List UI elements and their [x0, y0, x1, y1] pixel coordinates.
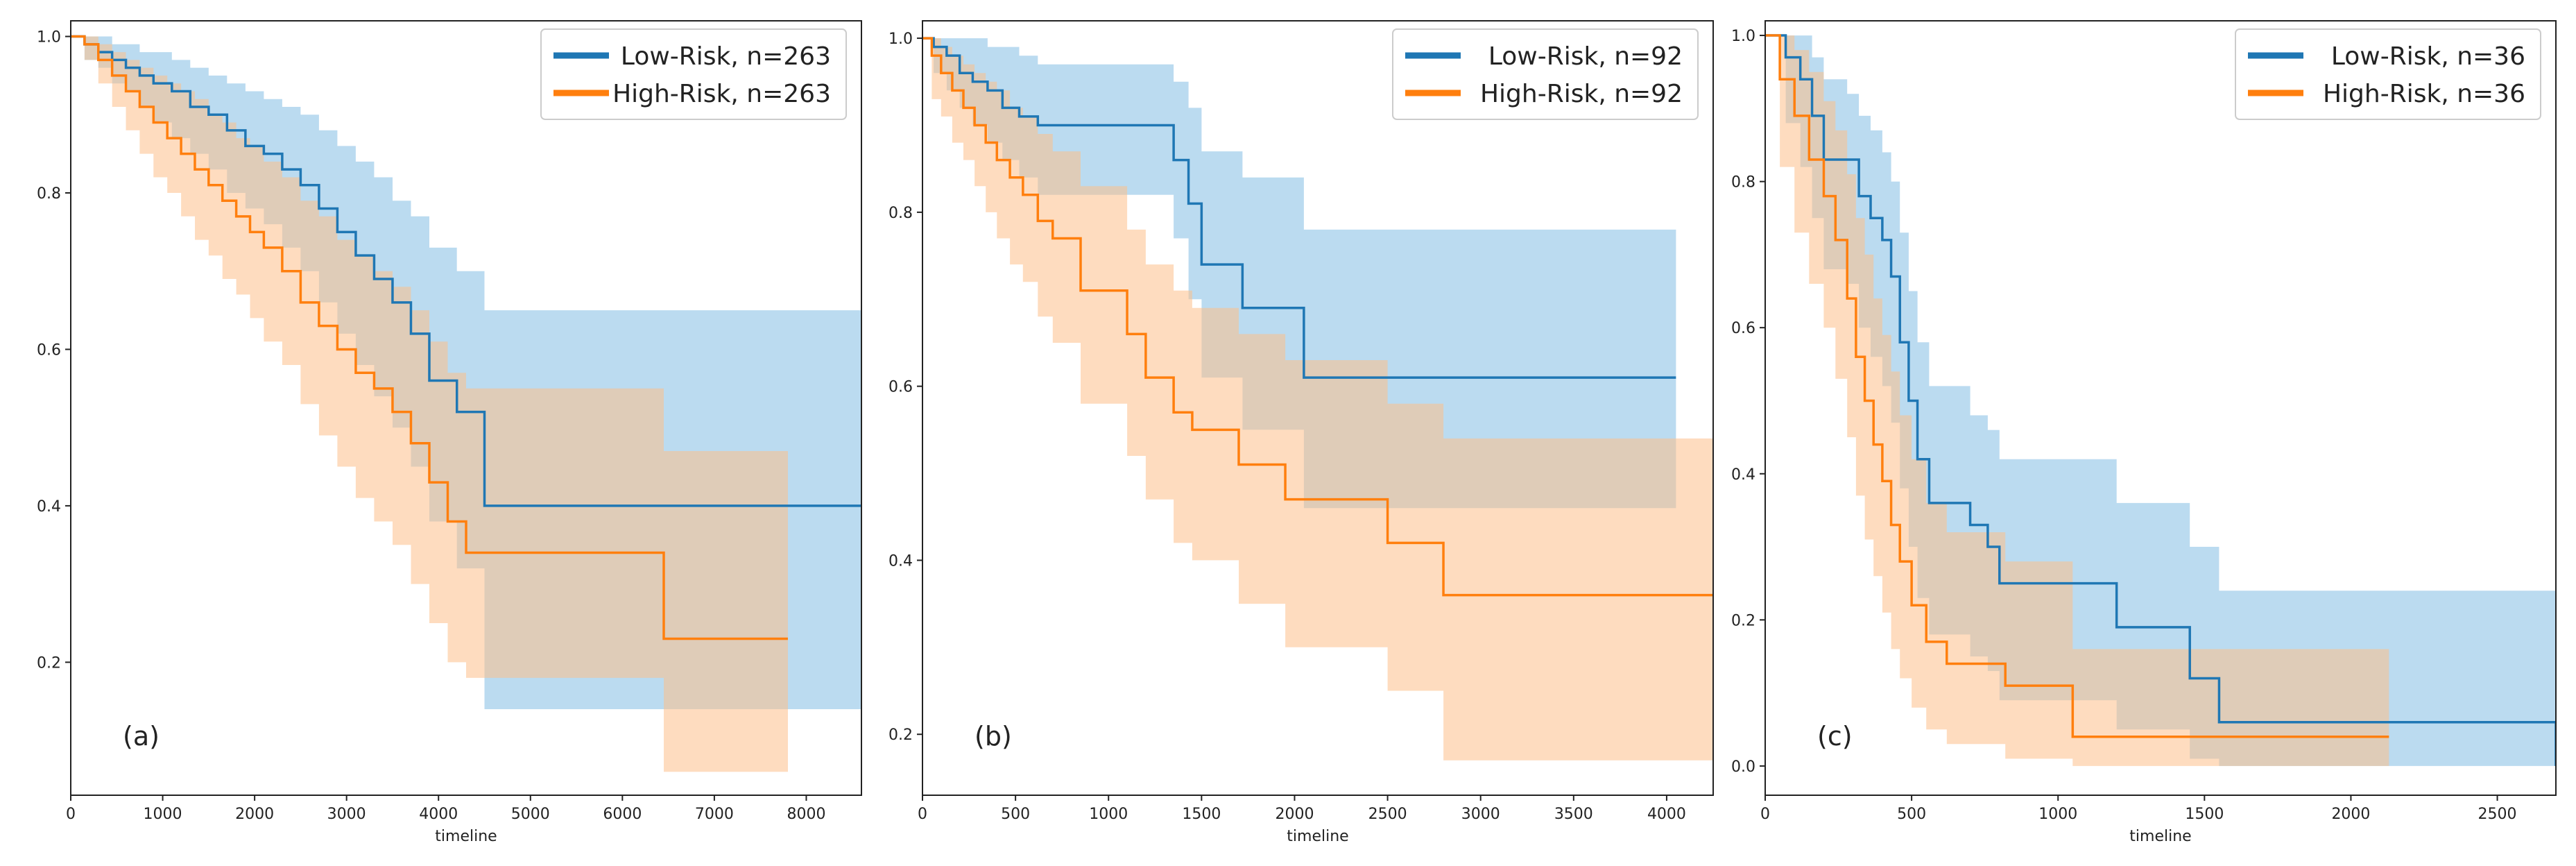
x-axis-label: timeline [1287, 828, 1348, 845]
x-tick-label: 2000 [1275, 806, 1314, 823]
high-risk-confidence-band [1765, 35, 2389, 766]
x-tick-label: 5000 [511, 806, 550, 823]
legend: Low-Risk, n=36 High-Risk, n=36 [2235, 28, 2541, 120]
y-tick-label: 0.4 [888, 552, 913, 570]
y-tick-label: 1.0 [37, 29, 61, 46]
x-tick-label: 6000 [603, 806, 642, 823]
x-axis-label: timeline [2129, 828, 2191, 845]
legend: Low-Risk, n=92 High-Risk, n=92 [1392, 28, 1699, 120]
y-tick-label: 0.4 [37, 498, 61, 516]
survival-curves [71, 35, 861, 640]
legend-box [540, 28, 847, 120]
x-axis-label: timeline [435, 828, 497, 845]
x-tick-label: 1000 [1089, 806, 1128, 823]
x-tick-label: 3500 [1554, 806, 1593, 823]
high-risk-survival-curve [1765, 34, 2389, 738]
survival-curves [1765, 34, 2556, 766]
low-risk-survival-curve [1765, 34, 2556, 766]
x-tick-label: 2500 [2478, 806, 2517, 823]
panel-c: 0 500 1000 1500 2000 2500 0.00.20.40.60.81.0 … [1731, 20, 2557, 845]
survival-curves [922, 37, 1713, 597]
panel-a: 0 1000 2000 3000 4000 5000 6000 7000 8000 0.2 0.4… [37, 20, 862, 845]
y-tick-label: 0.2 [888, 727, 913, 744]
x-tick-label: 3000 [327, 806, 366, 823]
low-risk-survival-curve [71, 35, 861, 507]
y-tick-label: 0.8 [888, 205, 913, 222]
panel-label: (c) [1817, 721, 1853, 752]
y-tick-label: 0.4 [1731, 466, 1755, 484]
x-tick-label: 1500 [1182, 806, 1221, 823]
legend-box [2235, 28, 2541, 120]
confidence-bands [922, 38, 1713, 761]
x-tick-label: 500 [1001, 806, 1030, 823]
legend-label-low-risk: Low-Risk, n=263 [621, 42, 831, 71]
low-risk-confidence-band [922, 38, 1676, 509]
x-tick-label: 1000 [144, 806, 182, 823]
x-tick-label: 2500 [1368, 806, 1407, 823]
x-tick-label: 8000 [787, 806, 825, 823]
y-tick-label: 0.8 [1731, 174, 1755, 192]
x-tick-label: 3000 [1461, 806, 1500, 823]
y-tick-label: 0.6 [888, 379, 913, 396]
x-tick-label: 4000 [1647, 806, 1686, 823]
plot-frame [70, 20, 862, 796]
legend-label-high-risk: High-Risk, n=92 [1480, 80, 1683, 108]
panel-b: 0 500 1000 1500 2000 2500 3000 3500 4000 0.20.40… [888, 20, 1714, 845]
x-tick-label: 1000 [2038, 806, 2077, 823]
high-risk-survival-curve [922, 37, 1713, 597]
panel-label: (b) [974, 721, 1012, 752]
plot-frame [1764, 20, 2557, 796]
high-risk-confidence-band [922, 38, 1713, 761]
confidence-bands [71, 36, 861, 772]
x-axis-ticks: 0 500 1000 1500 2000 2500 [1760, 795, 2517, 823]
x-tick-label: 0 [66, 806, 76, 823]
x-axis-ticks: 0 1000 2000 3000 4000 5000 6000 7000 8000 [66, 795, 825, 823]
panel-label: (a) [123, 721, 160, 752]
confidence-bands [1765, 35, 2556, 766]
x-tick-label: 2000 [2331, 806, 2370, 823]
x-tick-label: 500 [1897, 806, 1926, 823]
legend: Low-Risk, n=263 High-Risk, n=263 [540, 28, 847, 120]
x-tick-label: 4000 [419, 806, 458, 823]
y-tick-label: 0.8 [37, 185, 61, 203]
x-axis-ticks: 0 500 1000 1500 2000 2500 3000 3500 4000 [918, 795, 1686, 823]
y-axis-ticks: 0.2 0.4 0.6 0.8 1.0 [888, 31, 922, 744]
x-tick-label: 7000 [695, 806, 734, 823]
y-tick-label: 0.6 [1731, 320, 1755, 337]
x-tick-label: 0 [918, 806, 927, 823]
plot-frame [922, 20, 1714, 796]
y-tick-label: 1.0 [888, 31, 913, 48]
y-axis-ticks: 0.0 0.2 0.4 0.6 0.8 1.0 [1731, 28, 1765, 776]
x-tick-label: 1500 [2185, 806, 2224, 823]
y-axis-ticks: 0.2 0.4 0.6 0.8 1.0 [37, 29, 71, 672]
legend-label-high-risk: High-Risk, n=36 [2323, 80, 2525, 108]
y-tick-label: 1.0 [1731, 28, 1755, 45]
x-tick-label: 2000 [235, 806, 274, 823]
legend-label-low-risk: Low-Risk, n=92 [1488, 42, 1683, 71]
legend-box [1392, 28, 1699, 120]
y-tick-label: 0.0 [1731, 758, 1755, 776]
low-risk-survival-curve [922, 37, 1676, 379]
legend-label-low-risk: Low-Risk, n=36 [2331, 42, 2525, 71]
y-tick-label: 0.6 [37, 341, 61, 359]
x-tick-label: 0 [1760, 806, 1770, 823]
y-tick-label: 0.2 [37, 654, 61, 672]
legend-label-high-risk: High-Risk, n=263 [612, 80, 831, 108]
y-tick-label: 0.2 [1731, 612, 1755, 629]
high-risk-survival-curve [71, 35, 788, 640]
